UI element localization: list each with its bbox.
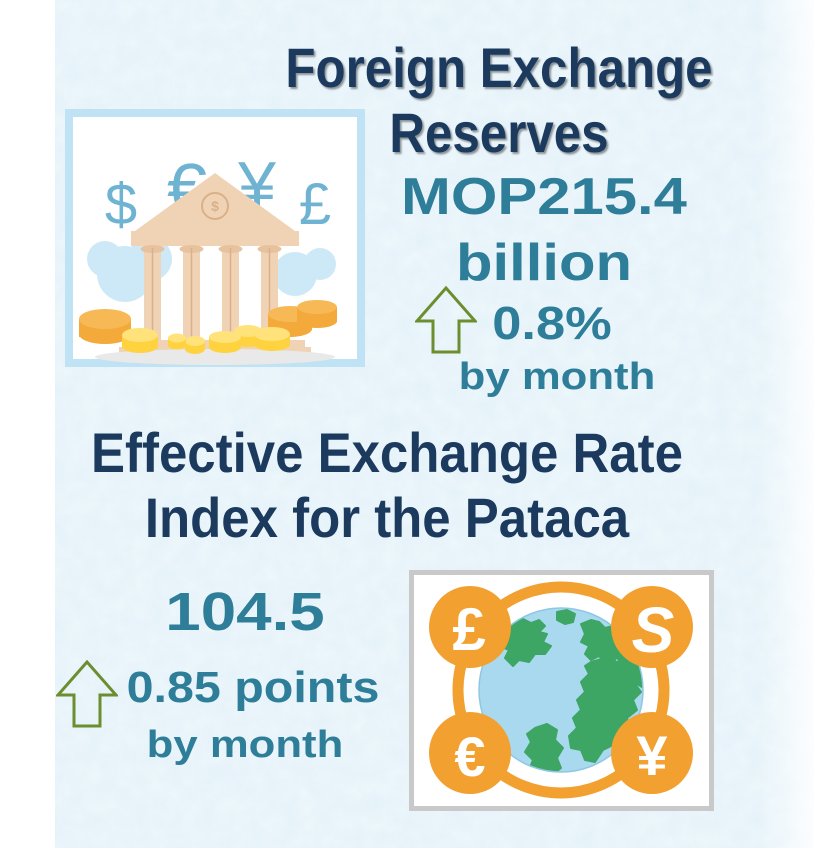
svg-text:£: £ <box>452 596 485 663</box>
svg-text:$: $ <box>211 198 219 214</box>
svg-text:$: $ <box>105 172 137 237</box>
svg-text:S: S <box>632 594 675 666</box>
svg-text:¥: ¥ <box>636 724 667 787</box>
